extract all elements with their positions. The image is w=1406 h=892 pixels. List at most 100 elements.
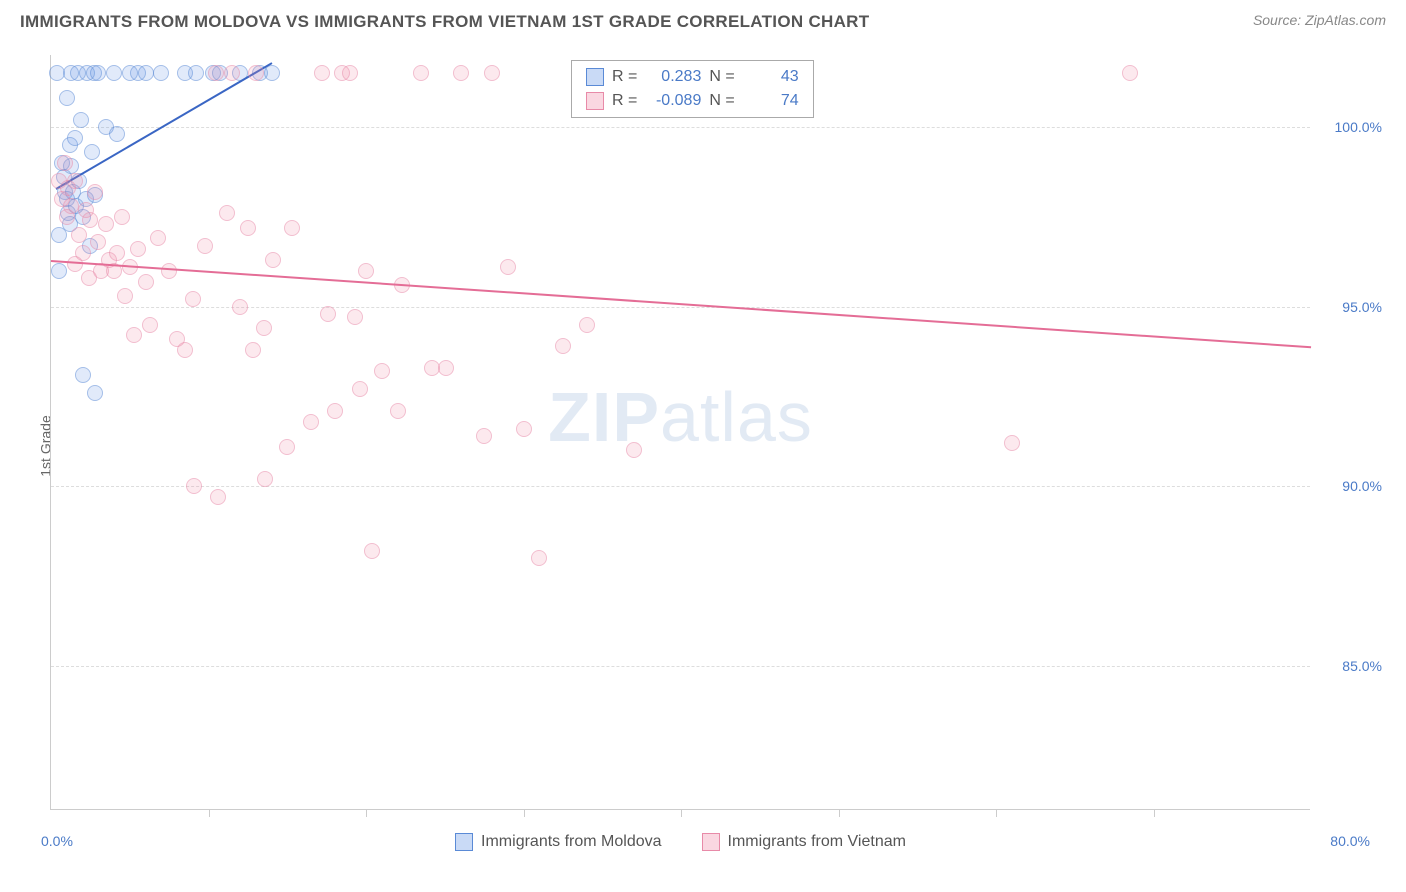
data-point (87, 184, 103, 200)
data-point (197, 238, 213, 254)
gridline (51, 486, 1310, 487)
data-point (352, 381, 368, 397)
swatch-icon (586, 68, 604, 86)
data-point (177, 342, 193, 358)
series-name: Immigrants from Moldova (481, 833, 662, 851)
data-point (347, 309, 363, 325)
r-label: R = (612, 65, 637, 89)
series-name: Immigrants from Vietnam (728, 833, 906, 851)
data-point (390, 403, 406, 419)
data-point (51, 263, 67, 279)
n-label: N = (709, 89, 734, 113)
y-tick-label: 90.0% (1342, 478, 1382, 494)
data-point (186, 478, 202, 494)
data-point (232, 299, 248, 315)
data-point (256, 320, 272, 336)
data-point (106, 65, 122, 81)
data-point (500, 259, 516, 275)
data-point (57, 155, 73, 171)
data-point (109, 245, 125, 261)
y-tick-label: 85.0% (1342, 658, 1382, 674)
data-point (364, 543, 380, 559)
source-value: ZipAtlas.com (1305, 12, 1386, 28)
data-point (484, 65, 500, 81)
legend-row: R = 0.283 N = 43 (586, 65, 799, 89)
chart-title: IMMIGRANTS FROM MOLDOVA VS IMMIGRANTS FR… (20, 12, 869, 32)
data-point (210, 489, 226, 505)
data-point (245, 342, 261, 358)
data-point (248, 65, 264, 81)
scatter-plot: ZIPatlas R = 0.283 N = 43 R = -0.089 N =… (50, 55, 1310, 810)
y-tick-label: 95.0% (1342, 299, 1382, 315)
data-point (98, 216, 114, 232)
x-tick (1154, 809, 1155, 817)
data-point (130, 241, 146, 257)
source-prefix: Source: (1253, 12, 1305, 28)
swatch-icon (586, 92, 604, 110)
legend-item: Immigrants from Moldova (455, 833, 662, 851)
data-point (75, 367, 91, 383)
correlation-legend: R = 0.283 N = 43 R = -0.089 N = 74 (571, 60, 814, 118)
x-tick (209, 809, 210, 817)
data-point (161, 263, 177, 279)
data-point (219, 205, 235, 221)
data-point (82, 212, 98, 228)
data-point (240, 220, 256, 236)
gridline (51, 127, 1310, 128)
data-point (438, 360, 454, 376)
data-point (126, 327, 142, 343)
legend-item: Immigrants from Vietnam (702, 833, 906, 851)
data-point (555, 338, 571, 354)
data-point (114, 209, 130, 225)
data-point (303, 414, 319, 430)
data-point (75, 245, 91, 261)
data-point (90, 234, 106, 250)
data-point (109, 126, 125, 142)
data-point (579, 317, 595, 333)
n-label: N = (709, 65, 734, 89)
data-point (314, 65, 330, 81)
data-point (374, 363, 390, 379)
data-point (138, 65, 154, 81)
data-point (142, 317, 158, 333)
data-point (265, 252, 281, 268)
swatch-icon (455, 833, 473, 851)
data-point (224, 65, 240, 81)
data-point (90, 65, 106, 81)
legend-row: R = -0.089 N = 74 (586, 89, 799, 113)
n-value: 43 (743, 65, 799, 89)
data-point (185, 291, 201, 307)
data-point (87, 385, 103, 401)
gridline (51, 666, 1310, 667)
r-value: 0.283 (645, 65, 701, 89)
data-point (71, 227, 87, 243)
n-value: 74 (743, 89, 799, 113)
data-point (73, 112, 89, 128)
data-point (257, 471, 273, 487)
data-point (84, 144, 100, 160)
source-label: Source: ZipAtlas.com (1253, 12, 1386, 30)
x-tick (996, 809, 997, 817)
data-point (284, 220, 300, 236)
data-point (188, 65, 204, 81)
data-point (279, 439, 295, 455)
x-tick (366, 809, 367, 817)
trend-line (55, 62, 272, 190)
data-point (413, 65, 429, 81)
x-tick (839, 809, 840, 817)
y-tick-label: 100.0% (1335, 119, 1382, 135)
data-point (626, 442, 642, 458)
data-point (59, 90, 75, 106)
data-point (1122, 65, 1138, 81)
data-point (153, 65, 169, 81)
watermark: ZIPatlas (548, 377, 813, 457)
x-tick (681, 809, 682, 817)
series-legend: Immigrants from Moldova Immigrants from … (51, 833, 1310, 851)
data-point (453, 65, 469, 81)
r-label: R = (612, 89, 637, 113)
data-point (476, 428, 492, 444)
data-point (516, 421, 532, 437)
data-point (1004, 435, 1020, 451)
data-point (138, 274, 154, 290)
data-point (531, 550, 547, 566)
